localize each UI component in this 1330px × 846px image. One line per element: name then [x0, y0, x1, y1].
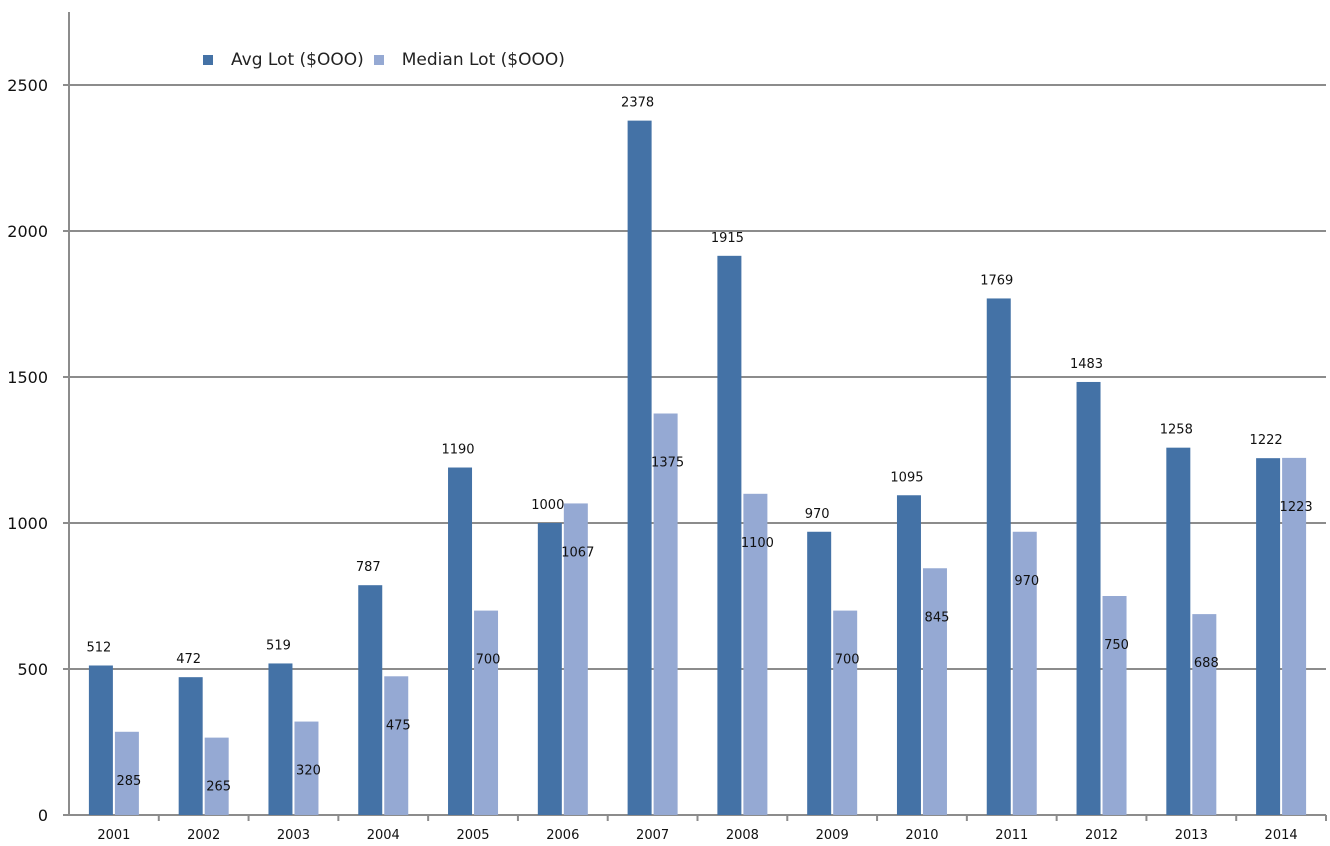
bar-median [114, 731, 139, 815]
data-label-avg: 1190 [441, 443, 474, 458]
data-label-avg: 1483 [1070, 357, 1103, 372]
bar-median [743, 493, 768, 815]
data-label-median: 265 [206, 780, 231, 795]
data-label-avg: 1000 [531, 498, 564, 513]
bar-median [922, 568, 947, 815]
bar-median [563, 503, 588, 815]
data-label-median: 750 [1104, 638, 1129, 653]
data-label-median: 285 [116, 774, 141, 789]
bar-avg [178, 677, 203, 815]
bar-avg [537, 523, 562, 815]
data-label-median: 475 [386, 718, 411, 733]
bar-avg [88, 665, 113, 815]
data-label-avg: 1258 [1160, 423, 1193, 438]
legend-item-avg: Avg Lot ($OOO) [203, 50, 364, 70]
data-label-median: 970 [1014, 574, 1039, 589]
data-label-median: 1375 [651, 456, 684, 471]
bar-avg [1256, 458, 1281, 815]
legend-swatch-avg [203, 55, 213, 65]
data-label-median: 1223 [1280, 500, 1313, 515]
data-label-median: 1100 [741, 536, 774, 551]
bar-median [204, 737, 229, 815]
y-tick-label: 1500 [7, 368, 48, 387]
legend-label-avg: Avg Lot ($OOO) [231, 50, 364, 70]
data-label-avg: 970 [805, 507, 830, 522]
bar-median [833, 610, 858, 815]
bar-median [653, 413, 678, 815]
data-label-median: 1067 [561, 545, 594, 560]
legend-label-median: Median Lot ($OOO) [401, 50, 565, 70]
bar-avg [807, 531, 832, 815]
y-tick-label: 0 [38, 806, 48, 825]
bar-median [384, 676, 409, 815]
x-tick-label: 2009 [816, 828, 849, 843]
bar-median [1102, 596, 1127, 815]
y-tick-label: 500 [17, 660, 48, 679]
x-tick-label: 2008 [726, 828, 759, 843]
data-label-avg: 519 [266, 638, 291, 653]
x-tick-label: 2002 [187, 828, 220, 843]
x-tick-label: 2005 [456, 828, 489, 843]
data-label-avg: 1915 [711, 231, 744, 246]
x-tick-label: 2010 [905, 828, 938, 843]
x-tick-label: 2014 [1265, 828, 1298, 843]
bar-avg [896, 495, 921, 815]
y-tick-label: 1000 [7, 514, 48, 533]
x-tick-label: 2006 [546, 828, 579, 843]
data-label-median: 320 [296, 764, 321, 779]
data-label-avg: 787 [356, 560, 381, 575]
data-label-avg: 1095 [890, 470, 923, 485]
bar-median [474, 610, 499, 815]
y-tick-label: 2500 [7, 76, 48, 95]
x-tick-label: 2012 [1085, 828, 1118, 843]
bar-avg [448, 467, 473, 815]
bar-avg [1166, 447, 1191, 815]
bar-avg [717, 255, 742, 815]
bar-avg [358, 585, 383, 815]
legend-swatch-median [373, 55, 384, 65]
data-label-median: 845 [925, 610, 950, 625]
data-label-median: 700 [835, 653, 860, 668]
y-tick-label: 2000 [7, 222, 48, 241]
x-tick-label: 2004 [367, 828, 400, 843]
legend: Avg Lot ($OOO) Median Lot ($OOO) [203, 50, 575, 70]
bar-avg [986, 298, 1011, 815]
bars [88, 120, 1307, 815]
legend-item-median: Median Lot ($OOO) [373, 50, 565, 70]
bar-median [294, 721, 319, 815]
x-tick-label: 2013 [1175, 828, 1208, 843]
x-tick-label: 2001 [97, 828, 130, 843]
gridlines [69, 84, 1326, 670]
bar-median [1192, 614, 1217, 815]
x-tick-label: 2007 [636, 828, 669, 843]
bar-avg [627, 120, 652, 815]
data-label-median: 688 [1194, 656, 1219, 671]
data-labels: 512 285 472 265 519 320 787 475 1190 700 1000 1067 2… [86, 96, 1312, 795]
x-tick-label: 2003 [277, 828, 310, 843]
bar-median [1012, 531, 1037, 815]
data-label-avg: 512 [86, 640, 111, 655]
data-label-median: 700 [476, 653, 501, 668]
data-label-avg: 472 [176, 652, 201, 667]
bar-avg [268, 663, 293, 815]
data-label-avg: 2378 [621, 96, 654, 111]
bar-avg [1076, 381, 1101, 815]
bar-median [1282, 457, 1307, 815]
data-label-avg: 1769 [980, 273, 1013, 288]
data-label-avg: 1222 [1250, 433, 1283, 448]
x-tick-label: 2011 [995, 828, 1028, 843]
